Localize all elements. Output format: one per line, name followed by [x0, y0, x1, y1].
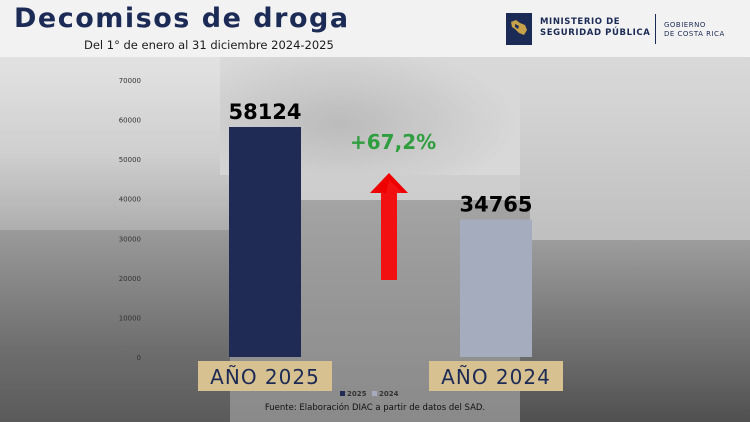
- legend-swatch: [372, 391, 377, 396]
- page-title: Decomisos de droga: [14, 3, 350, 34]
- category-label: AÑO 2025: [210, 365, 320, 389]
- bar-2025: [229, 126, 301, 357]
- y-tick-label: 70000: [119, 77, 141, 85]
- category-label-box: [198, 361, 332, 391]
- logo-divider: [655, 14, 656, 44]
- legend-swatch: [340, 391, 345, 396]
- change-percentage: +67,2%: [350, 130, 437, 154]
- logo-government-text: GOBIERNO DE COSTA RICA: [664, 21, 725, 38]
- y-tick-label: 10000: [119, 314, 141, 322]
- y-tick-label: 60000: [119, 117, 141, 125]
- header-bar: [0, 0, 750, 57]
- background-photo-police-car: [520, 240, 750, 422]
- y-axis: 0 10000 20000 30000 40000 50000 60000 70000: [119, 77, 141, 362]
- y-tick-label: 40000: [119, 196, 141, 204]
- bar-2024: [460, 219, 532, 357]
- category-label: AÑO 2024: [441, 365, 551, 389]
- background-photo-police-truck: [0, 230, 230, 422]
- page-subtitle: Del 1° de enero al 31 diciembre 2024-202…: [84, 38, 334, 52]
- increase-arrow-icon: [370, 173, 408, 280]
- y-tick-label: 30000: [119, 235, 141, 243]
- logo-ministry-text: MINISTERIO DE SEGURIDAD PÚBLICA: [540, 17, 651, 38]
- background-photo-ship: [0, 55, 230, 235]
- source-note: Fuente: Elaboración DIAC a partir de dat…: [264, 403, 486, 413]
- legend-label: 2025: [347, 390, 367, 398]
- category-label-box: [429, 361, 563, 391]
- bar-value-label: 58124: [228, 100, 301, 124]
- y-tick-label: 20000: [119, 275, 141, 283]
- background-photo-officers: [520, 60, 750, 250]
- bars: 58124 AÑO 2025 34765 AÑO 2024: [198, 100, 563, 391]
- bar-value-label: 34765: [459, 192, 532, 216]
- y-tick-label: 50000: [119, 156, 141, 164]
- legend-label: 2024: [379, 390, 399, 398]
- chart-legend: 2025 2024: [340, 390, 399, 398]
- costa-rica-map-emblem-icon: [506, 13, 532, 45]
- y-tick-label: 0: [137, 354, 141, 362]
